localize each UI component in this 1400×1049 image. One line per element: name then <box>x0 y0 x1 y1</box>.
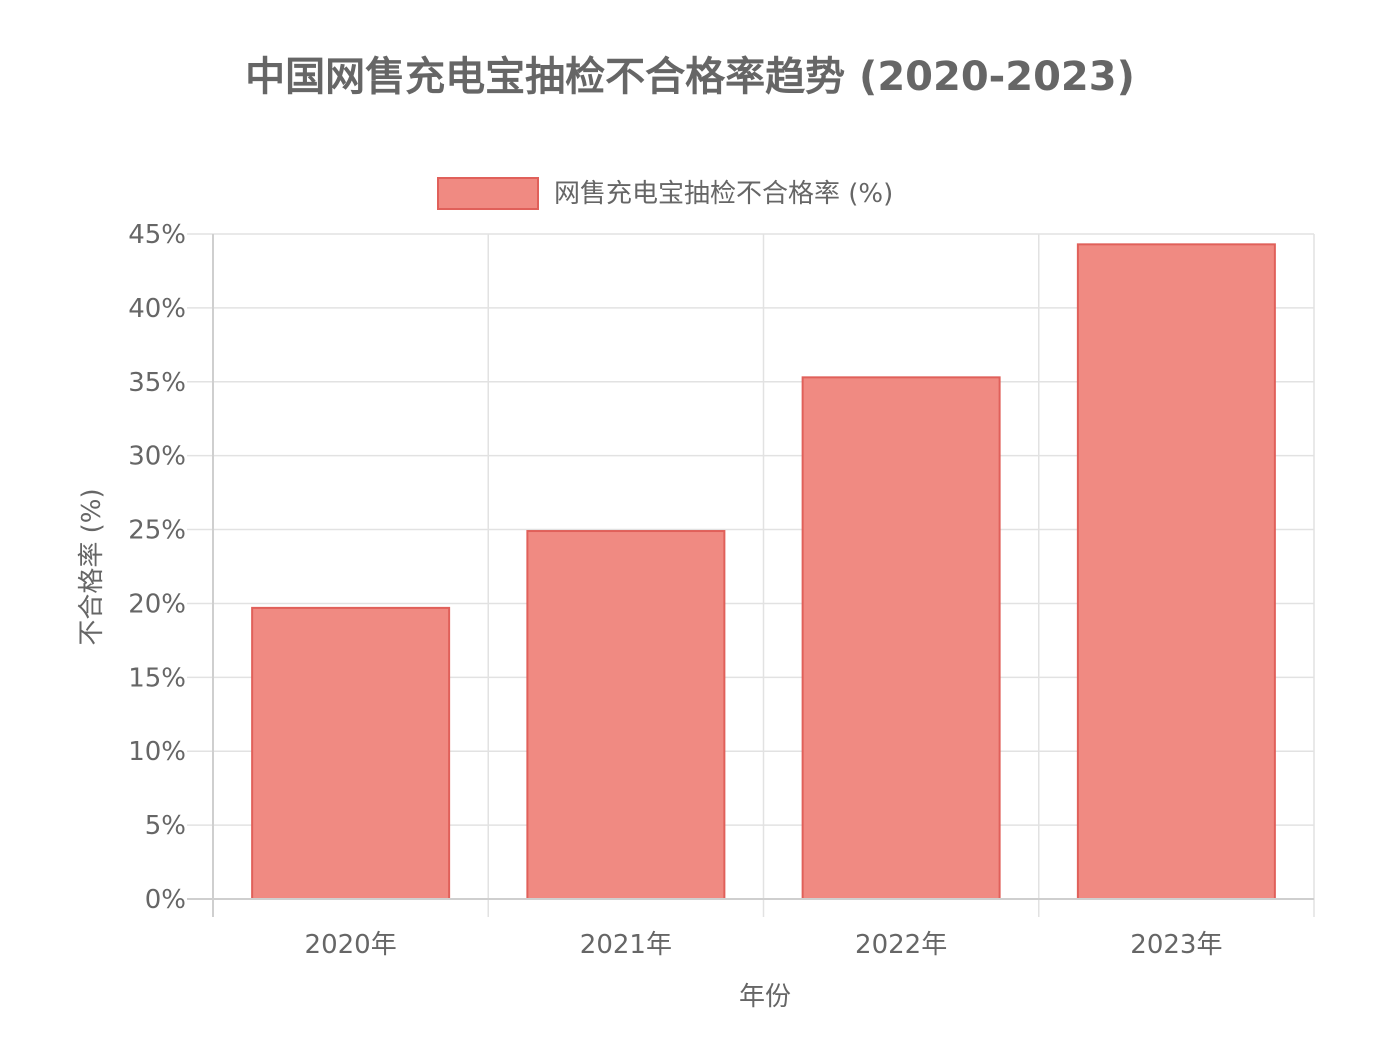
x-axis-title: 年份 <box>739 982 791 1012</box>
y-tick-label: 40% <box>128 294 186 324</box>
y-axis-ticks: 0% 5% 10% 15% 20% 25% 30% 35% 40% 45% <box>128 220 186 915</box>
bar-2020年[interactable] <box>251 606 451 901</box>
axes <box>187 234 1314 917</box>
y-tick-label: 25% <box>128 516 186 546</box>
bar-2023年[interactable] <box>1076 243 1276 901</box>
bar-2021年[interactable] <box>526 530 726 900</box>
bar-2022年[interactable] <box>801 376 1001 901</box>
x-tick-label: 2021年 <box>580 930 672 960</box>
y-axis-title: 不合格率 (%) <box>77 488 107 645</box>
y-tick-label: 35% <box>128 368 186 398</box>
x-tick-label: 2022年 <box>855 930 947 960</box>
legend-label: 网售充电宝抽检不合格率 (%) <box>554 179 893 209</box>
y-tick-label: 0% <box>145 885 186 915</box>
y-tick-label: 15% <box>128 663 186 693</box>
legend-swatch <box>437 177 539 210</box>
x-tick-label: 2023年 <box>1130 930 1222 960</box>
y-tick-label: 10% <box>128 737 186 767</box>
legend[interactable]: 网售充电宝抽检不合格率 (%) <box>437 177 893 210</box>
bars <box>251 243 1276 901</box>
chart-title: 中国网售充电宝抽检不合格率趋势 (2020-2023) <box>245 54 1135 100</box>
x-axis-ticks: 2020年 2021年 2022年 2023年 <box>305 930 1223 960</box>
y-tick-label: 5% <box>145 811 186 841</box>
y-tick-label: 20% <box>128 589 186 619</box>
x-tick-label: 2020年 <box>305 930 397 960</box>
y-tick-label: 30% <box>128 442 186 472</box>
y-tick-label: 45% <box>128 220 186 250</box>
